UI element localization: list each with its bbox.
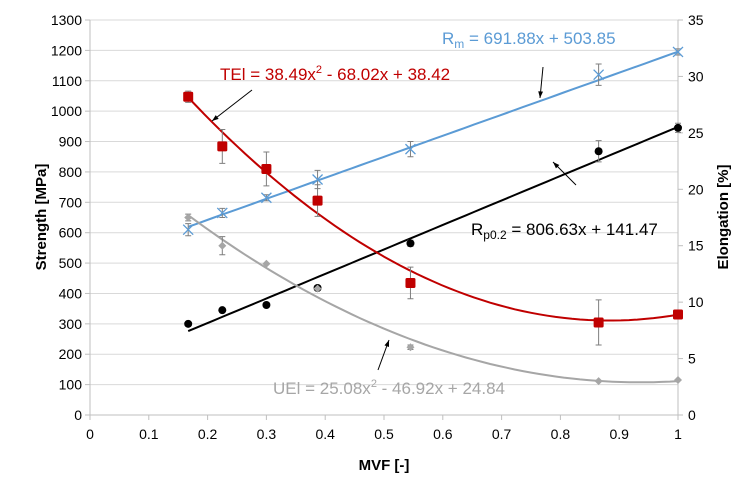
rm-point <box>593 69 605 81</box>
y-tick-label: 0 <box>74 407 82 423</box>
y-tick-label: 300 <box>59 316 83 332</box>
y-axis-title: Strength [MPa] <box>33 164 50 271</box>
y2-tick-label: 35 <box>688 12 704 28</box>
y2-tick-label: 15 <box>688 238 704 254</box>
tel-point <box>261 163 272 174</box>
y-tick-label: 1100 <box>52 73 82 89</box>
rm-point <box>405 143 416 155</box>
y-tick-label: 1300 <box>51 12 82 28</box>
x-tick-label: 0.3 <box>257 426 277 442</box>
rp-trendline <box>187 125 679 333</box>
y-tick-label: 600 <box>59 225 83 241</box>
y-tick-label: 500 <box>59 255 83 271</box>
y-tick-label: 1000 <box>51 103 82 119</box>
y2-tick-label: 5 <box>688 351 696 367</box>
rp-point <box>262 301 271 310</box>
tel-arrow-head <box>212 115 219 121</box>
x-tick-label: 1 <box>674 426 682 442</box>
uel-point <box>406 343 415 352</box>
rp-arrow-head <box>553 162 560 169</box>
rm-arrow-head <box>538 91 544 98</box>
y2-tick-label: 30 <box>688 68 704 84</box>
y-tick-label: 1200 <box>51 42 82 58</box>
tel-point <box>405 277 416 288</box>
tel-trendline <box>187 96 679 322</box>
x-tick-label: 0.4 <box>315 426 335 442</box>
x-tick-label: 0.8 <box>551 426 571 442</box>
trendlines <box>187 50 679 384</box>
x-tick-label: 0.7 <box>492 426 512 442</box>
x-axis-title: MVF [-] <box>359 457 410 474</box>
tel-equation: TEl = 38.49x2 - 68.02x + 38.42 <box>220 64 450 84</box>
axes: 0100200300400500600700800900100011001200… <box>51 12 704 442</box>
uel-point <box>262 259 271 268</box>
x-tick-label: 0.5 <box>374 426 394 442</box>
y2-tick-label: 0 <box>688 407 696 423</box>
y2-axis-title: Elongation [%] <box>715 165 732 270</box>
uel-point <box>594 377 603 386</box>
rm-point <box>672 46 684 58</box>
y2-tick-label: 10 <box>688 294 704 310</box>
rp-point <box>218 306 227 315</box>
uel-point <box>313 284 322 293</box>
uel-arrow-head <box>384 340 389 347</box>
tel-arrow <box>211 89 253 122</box>
y-tick-label: 100 <box>59 377 83 393</box>
rm-point <box>216 207 228 219</box>
rp-point <box>594 147 603 156</box>
tel-point <box>673 309 683 320</box>
rm-point <box>312 174 324 185</box>
y2-tick-label: 25 <box>688 125 704 141</box>
y-tick-label: 900 <box>59 134 83 150</box>
tel-point <box>217 141 228 152</box>
tel-point <box>312 195 323 206</box>
y-tick-label: 200 <box>59 346 83 362</box>
x-tick-label: 0.6 <box>433 426 453 442</box>
x-tick-label: 0 <box>86 426 94 442</box>
tel-point <box>183 91 194 102</box>
annotations <box>211 66 577 371</box>
y2-tick-label: 20 <box>688 181 704 197</box>
data-points <box>182 46 684 386</box>
uel-trendline <box>187 214 679 384</box>
y-tick-label: 400 <box>59 285 83 301</box>
y-tick-label: 700 <box>59 194 83 210</box>
rp-point <box>674 123 682 132</box>
uel-point <box>674 376 682 385</box>
uel-point <box>218 241 227 250</box>
y-tick-label: 800 <box>59 164 83 180</box>
rm-trendline <box>187 50 679 228</box>
rp-equation: Rp0.2 = 806.63x + 141.47 <box>471 220 658 242</box>
x-tick-label: 0.9 <box>609 426 629 442</box>
rp-point <box>184 319 193 328</box>
x-tick-label: 0.1 <box>139 426 159 442</box>
uel-point <box>184 213 193 222</box>
rm-point <box>182 224 194 236</box>
rm-point <box>260 192 272 204</box>
rp-point <box>406 239 415 248</box>
rm-equation: Rm = 691.88x + 503.85 <box>442 29 616 51</box>
x-tick-label: 0.2 <box>198 426 218 442</box>
tel-point <box>593 317 604 328</box>
uel-equation: UEl = 25.08x2 - 46.92x + 24.84 <box>273 378 505 398</box>
